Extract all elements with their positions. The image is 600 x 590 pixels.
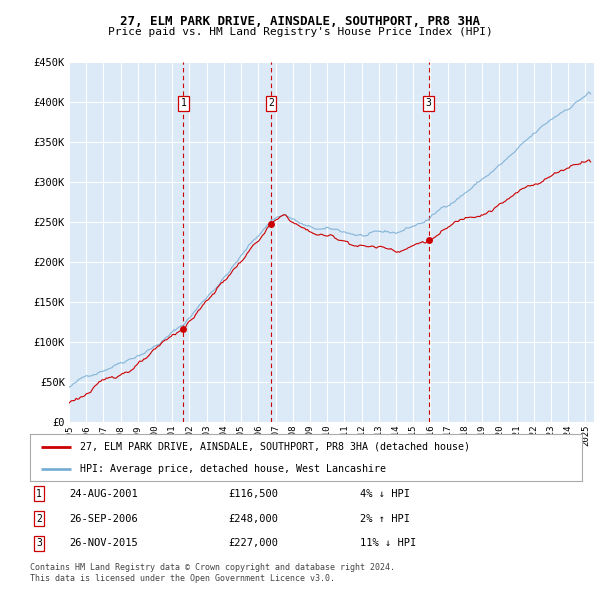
Text: 26-NOV-2015: 26-NOV-2015 xyxy=(69,539,138,548)
Text: 11% ↓ HPI: 11% ↓ HPI xyxy=(360,539,416,548)
Text: 1: 1 xyxy=(181,99,187,109)
Text: £116,500: £116,500 xyxy=(228,489,278,499)
Text: 1: 1 xyxy=(36,489,42,499)
Text: This data is licensed under the Open Government Licence v3.0.: This data is licensed under the Open Gov… xyxy=(30,574,335,583)
Text: 4% ↓ HPI: 4% ↓ HPI xyxy=(360,489,410,499)
Text: 26-SEP-2006: 26-SEP-2006 xyxy=(69,514,138,523)
Text: 27, ELM PARK DRIVE, AINSDALE, SOUTHPORT, PR8 3HA (detached house): 27, ELM PARK DRIVE, AINSDALE, SOUTHPORT,… xyxy=(80,442,470,452)
Text: Price paid vs. HM Land Registry's House Price Index (HPI): Price paid vs. HM Land Registry's House … xyxy=(107,27,493,37)
Text: 2% ↑ HPI: 2% ↑ HPI xyxy=(360,514,410,523)
Text: Contains HM Land Registry data © Crown copyright and database right 2024.: Contains HM Land Registry data © Crown c… xyxy=(30,563,395,572)
Text: 2: 2 xyxy=(268,99,274,109)
Text: £248,000: £248,000 xyxy=(228,514,278,523)
Text: 3: 3 xyxy=(36,539,42,548)
Text: £227,000: £227,000 xyxy=(228,539,278,548)
Text: 27, ELM PARK DRIVE, AINSDALE, SOUTHPORT, PR8 3HA: 27, ELM PARK DRIVE, AINSDALE, SOUTHPORT,… xyxy=(120,15,480,28)
Text: 3: 3 xyxy=(426,99,431,109)
Text: HPI: Average price, detached house, West Lancashire: HPI: Average price, detached house, West… xyxy=(80,464,386,474)
Text: 2: 2 xyxy=(36,514,42,523)
Text: 24-AUG-2001: 24-AUG-2001 xyxy=(69,489,138,499)
